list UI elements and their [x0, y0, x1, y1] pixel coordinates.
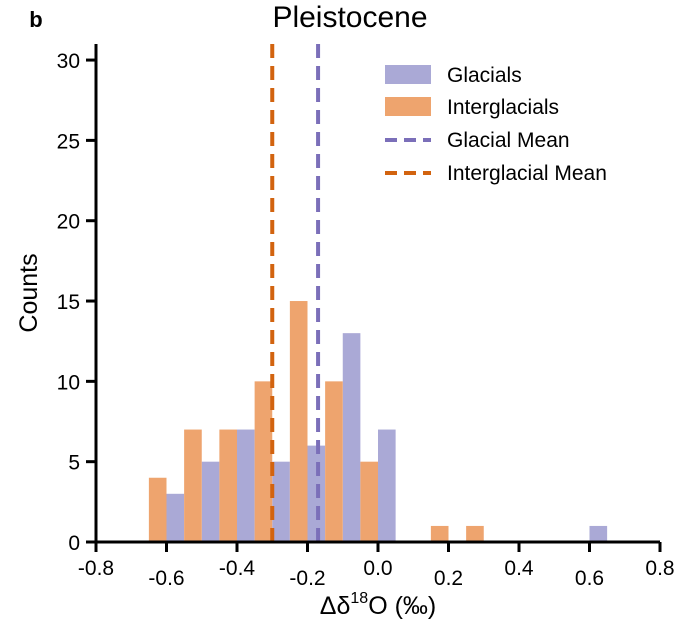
y-tick-label: 20: [57, 211, 80, 234]
y-tick-label: 0: [68, 532, 80, 555]
y-axis-label: Counts: [15, 253, 43, 332]
x-axis-label: Δδ18O (‰): [320, 590, 436, 620]
y-ticks: 0 5 10 15 20 25 30: [57, 50, 96, 555]
bar-glacials-3: [272, 461, 290, 542]
bar-interglacials-1: [184, 429, 202, 542]
legend: Glacials Interglacials Glacial Mean Inte…: [385, 64, 607, 185]
legend-label-interglacials: Interglacials: [447, 96, 559, 119]
bar-glacials-12: [589, 525, 608, 542]
panel-letter: b: [29, 7, 42, 32]
bar-interglacials-3: [254, 381, 273, 542]
legend-swatch-glacials: [385, 65, 431, 84]
bar-glacials-0: [166, 493, 185, 542]
x-tick-label: -0.6: [148, 567, 184, 590]
bar-glacials-5: [342, 333, 361, 542]
x-tick-label: -0.2: [289, 567, 325, 590]
y-tick-label: 25: [57, 130, 80, 153]
legend-label-glacial-mean: Glacial Mean: [447, 129, 570, 152]
bar-glacials-6: [378, 429, 396, 542]
bar-interglacials-4: [289, 301, 308, 542]
x-tick-label: 0.0: [363, 557, 392, 580]
bar-interglacials-5: [325, 381, 343, 542]
x-axis-label-superscript: 18: [350, 590, 368, 607]
legend-swatch-interglacials: [385, 97, 431, 116]
y-tick-label: 15: [57, 291, 80, 314]
legend-label-glacials: Glacials: [447, 64, 522, 87]
bar-interglacials-9: [466, 525, 484, 542]
bar-interglacials-0: [148, 477, 167, 542]
bars-layer: [148, 301, 608, 542]
y-axis-label-text: Counts: [15, 253, 43, 332]
y-tick-label: 30: [57, 50, 80, 73]
x-tick-label: -0.4: [219, 557, 256, 580]
y-tick-label: 5: [68, 452, 80, 475]
x-tick-label: 0.2: [434, 567, 463, 590]
bar-interglacials-2: [219, 429, 237, 542]
x-tick-label: -0.8: [78, 557, 114, 580]
y-tick-label: 10: [57, 371, 80, 394]
mean-lines-layer: [270, 44, 321, 542]
bar-glacials-2: [237, 429, 255, 542]
bar-glacials-1: [201, 461, 220, 542]
legend-label-interglacial-mean: Interglacial Mean: [447, 162, 607, 185]
x-axis-label-rest: O (‰): [368, 592, 436, 620]
bar-interglacials-8: [430, 525, 449, 542]
x-tick-label: 0.6: [575, 567, 604, 590]
chart-title: Pleistocene: [272, 1, 427, 34]
x-tick-label: 0.4: [504, 557, 534, 580]
bar-interglacials-6: [360, 461, 378, 542]
x-axis-label-main: Δδ: [320, 592, 351, 620]
x-ticks: -0.8 -0.6 -0.4 -0.2 0.0 0.2 0.4 0.6 0.8: [78, 542, 675, 590]
x-tick-label: 0.8: [645, 557, 674, 580]
